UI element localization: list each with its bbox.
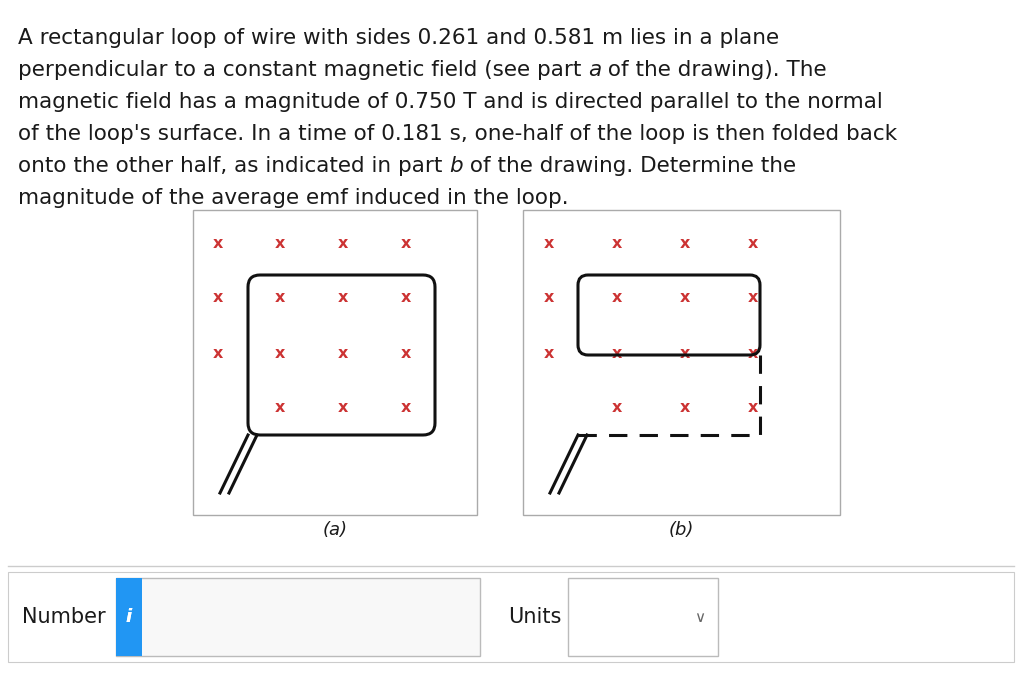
Text: x: x [213, 346, 223, 360]
Text: x: x [338, 346, 349, 360]
Text: x: x [401, 401, 411, 415]
Text: (b): (b) [668, 521, 694, 539]
Text: x: x [612, 401, 622, 415]
Text: ∨: ∨ [694, 609, 705, 625]
Text: x: x [275, 290, 285, 306]
Bar [523, 210, 840, 515]
Text: x: x [275, 235, 285, 251]
Text: x: x [213, 235, 223, 251]
Text: x: x [612, 235, 622, 251]
Bar [117, 578, 142, 656]
Text: onto the other half, as indicated in part: onto the other half, as indicated in par… [18, 156, 450, 176]
Text: x: x [680, 290, 690, 306]
Text: x: x [275, 346, 285, 360]
Text: perpendicular to a constant magnetic field (see part: perpendicular to a constant magnetic fie… [18, 60, 589, 80]
Text: x: x [680, 346, 690, 360]
Text: Number: Number [22, 607, 105, 627]
Text: i: i [126, 608, 132, 626]
Text: b: b [450, 156, 463, 176]
Bar [568, 578, 718, 656]
Text: (a): (a) [323, 521, 347, 539]
Bar [117, 578, 142, 656]
Text: x: x [680, 235, 690, 251]
Text: x: x [544, 235, 554, 251]
Text: Units: Units [508, 607, 561, 627]
Bar [8, 572, 1014, 662]
Text: x: x [213, 290, 223, 306]
Text: A rectangular loop of wire with sides 0.261 and 0.581 m lies in a plane: A rectangular loop of wire with sides 0.… [18, 28, 779, 48]
Text: x: x [544, 346, 554, 360]
Text: x: x [748, 346, 758, 360]
Text: x: x [612, 290, 622, 306]
Text: of the drawing). The: of the drawing). The [601, 60, 827, 80]
Text: i: i [126, 608, 132, 626]
Text: x: x [338, 290, 349, 306]
Text: x: x [338, 401, 349, 415]
Text: x: x [401, 235, 411, 251]
Text: x: x [401, 290, 411, 306]
Text: of the drawing. Determine the: of the drawing. Determine the [463, 156, 796, 176]
Text: x: x [748, 235, 758, 251]
Bar [117, 578, 480, 656]
Text: magnetic field has a magnitude of 0.750 T and is directed parallel to the normal: magnetic field has a magnitude of 0.750 … [18, 92, 883, 112]
Text: magnitude of the average emf induced in the loop.: magnitude of the average emf induced in … [18, 188, 568, 208]
Text: x: x [612, 346, 622, 360]
Text: x: x [748, 401, 758, 415]
Text: x: x [748, 290, 758, 306]
Text: of the loop's surface. In a time of 0.181 s, one-half of the loop is then folded: of the loop's surface. In a time of 0.18… [18, 124, 897, 144]
Text: x: x [275, 401, 285, 415]
Text: x: x [401, 346, 411, 360]
Text: a: a [589, 60, 601, 80]
Text: x: x [680, 401, 690, 415]
Bar [193, 210, 477, 515]
Text: x: x [544, 290, 554, 306]
Text: x: x [338, 235, 349, 251]
